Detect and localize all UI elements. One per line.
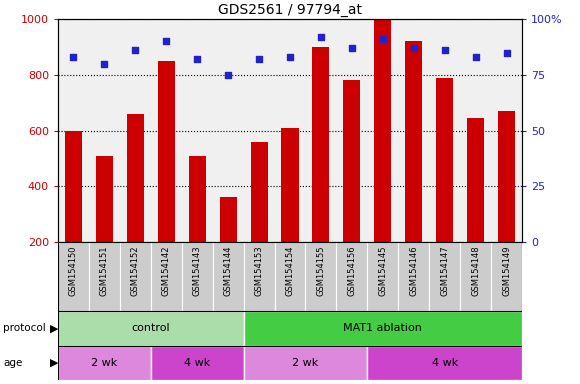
Text: control: control xyxy=(132,323,170,333)
Bar xyxy=(306,242,336,311)
Point xyxy=(193,56,202,62)
Point xyxy=(347,45,357,51)
Text: GSM154146: GSM154146 xyxy=(409,245,418,296)
Bar xyxy=(336,242,367,311)
Point xyxy=(502,50,511,56)
Text: ▶: ▶ xyxy=(50,323,59,333)
Text: GSM154154: GSM154154 xyxy=(285,245,295,296)
Text: GSM154153: GSM154153 xyxy=(255,245,263,296)
Text: GSM154143: GSM154143 xyxy=(193,245,202,296)
Bar xyxy=(244,346,367,380)
Text: GSM154149: GSM154149 xyxy=(502,245,511,296)
Text: GSM154152: GSM154152 xyxy=(131,245,140,296)
Bar xyxy=(58,346,151,380)
Text: 2 wk: 2 wk xyxy=(292,358,318,368)
Text: GSM154148: GSM154148 xyxy=(471,245,480,296)
Bar xyxy=(467,118,484,242)
Bar xyxy=(151,242,182,311)
Bar xyxy=(498,111,515,242)
Bar xyxy=(251,142,267,242)
Point xyxy=(409,45,418,51)
Bar xyxy=(188,156,206,242)
Bar xyxy=(120,242,151,311)
Bar xyxy=(374,19,392,242)
Bar xyxy=(491,242,522,311)
Bar xyxy=(213,242,244,311)
Bar xyxy=(96,156,113,242)
Point xyxy=(162,38,171,45)
Bar xyxy=(429,242,460,311)
Bar xyxy=(151,346,244,380)
Point xyxy=(130,47,140,53)
Bar xyxy=(398,242,429,311)
Point xyxy=(223,72,233,78)
Bar xyxy=(367,346,522,380)
Bar xyxy=(244,311,522,346)
Text: GSM154151: GSM154151 xyxy=(100,245,109,296)
Point xyxy=(471,54,480,60)
Bar xyxy=(89,242,120,311)
Bar xyxy=(313,47,329,242)
Bar xyxy=(274,242,306,311)
Text: GSM154156: GSM154156 xyxy=(347,245,356,296)
Bar xyxy=(436,78,453,242)
Text: 4 wk: 4 wk xyxy=(432,358,458,368)
Text: MAT1 ablation: MAT1 ablation xyxy=(343,323,422,333)
Text: GSM154147: GSM154147 xyxy=(440,245,449,296)
Bar xyxy=(281,128,299,242)
Bar xyxy=(65,131,82,242)
Bar xyxy=(405,41,422,242)
Point xyxy=(378,36,387,42)
Title: GDS2561 / 97794_at: GDS2561 / 97794_at xyxy=(218,3,362,17)
Bar xyxy=(58,311,244,346)
Text: 2 wk: 2 wk xyxy=(91,358,118,368)
Bar xyxy=(127,114,144,242)
Text: GSM154142: GSM154142 xyxy=(162,245,171,296)
Text: GSM154150: GSM154150 xyxy=(69,245,78,296)
Point xyxy=(440,47,450,53)
Bar xyxy=(244,242,274,311)
Text: GSM154145: GSM154145 xyxy=(378,245,387,296)
Text: GSM154144: GSM154144 xyxy=(224,245,233,296)
Text: GSM154155: GSM154155 xyxy=(317,245,325,296)
Bar xyxy=(182,242,213,311)
Bar xyxy=(343,81,360,242)
Text: age: age xyxy=(3,358,22,368)
Bar xyxy=(158,61,175,242)
Point xyxy=(100,61,109,67)
Text: ▶: ▶ xyxy=(50,358,59,368)
Bar xyxy=(220,197,237,242)
Text: 4 wk: 4 wk xyxy=(184,358,211,368)
Point xyxy=(285,54,295,60)
Bar xyxy=(460,242,491,311)
Point xyxy=(255,56,264,62)
Text: protocol: protocol xyxy=(3,323,46,333)
Point xyxy=(316,34,325,40)
Point xyxy=(69,54,78,60)
Bar xyxy=(367,242,398,311)
Bar xyxy=(58,242,89,311)
